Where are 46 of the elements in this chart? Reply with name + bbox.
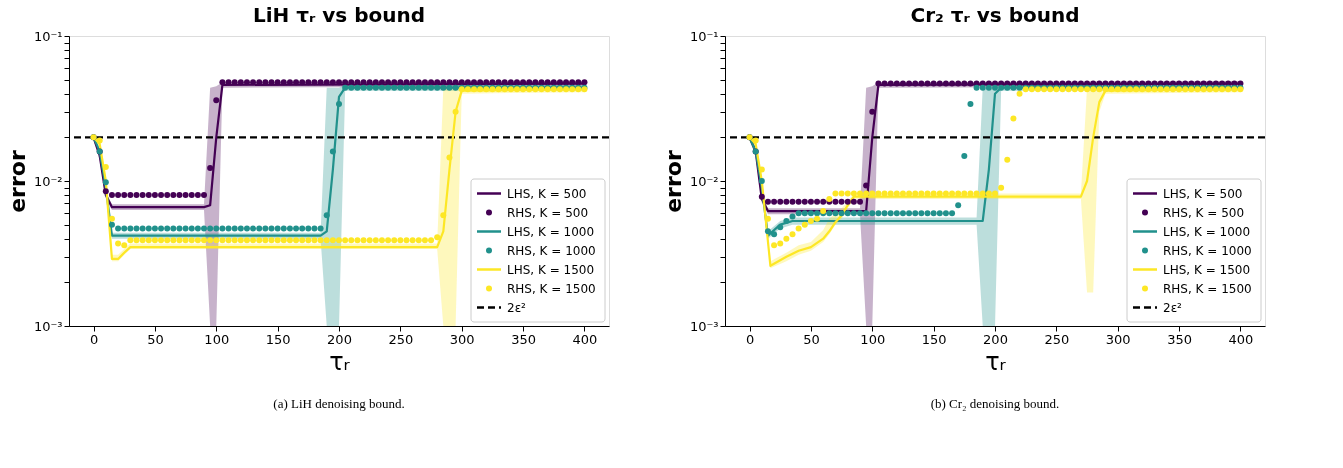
x-tick-label: 250 [388, 331, 414, 347]
legend-label: RHS, K = 1500 [1163, 281, 1252, 296]
y-tick-label: 10⁻³ [33, 318, 63, 334]
legend-label: LHS, K = 1500 [1163, 262, 1251, 277]
y-tick-label: 10⁻³ [689, 318, 719, 334]
legend-label: LHS, K = 500 [507, 186, 587, 201]
legend-label: 2ε² [507, 300, 527, 315]
legend-label: LHS, K = 500 [1163, 186, 1243, 201]
x-tick-label: 300 [449, 331, 475, 347]
legend-label: LHS, K = 1000 [1163, 224, 1251, 239]
x-tick-label: 200 [327, 331, 352, 347]
x-tick-label: 50 [803, 331, 820, 347]
legend-label: RHS, K = 1000 [507, 243, 596, 258]
x-tick-label: 100 [204, 331, 230, 347]
chart-title: LiH τᵣ vs bound [252, 3, 426, 27]
x-axis-title: τᵣ [985, 347, 1007, 376]
y-tick-label: 10⁻² [689, 173, 719, 189]
x-tick-label: 250 [1044, 331, 1070, 347]
legend-label: RHS, K = 500 [1163, 205, 1245, 220]
x-tick-label: 100 [860, 331, 886, 347]
x-tick-label: 400 [572, 331, 598, 347]
y-axis-title: error [660, 150, 686, 213]
legend-label: RHS, K = 1500 [507, 281, 596, 296]
x-tick-label: 300 [1105, 331, 1131, 347]
y-axis-title: error [4, 150, 30, 213]
x-tick-label: 150 [265, 331, 291, 347]
text: (a) LiH denoising bound. [273, 396, 405, 411]
legend-label: 2ε² [1163, 300, 1183, 315]
x-tick-label: 0 [745, 331, 755, 347]
x-tick-label: 350 [511, 331, 537, 347]
x-tick-label: 150 [921, 331, 947, 347]
legend-label: RHS, K = 1000 [1163, 243, 1252, 258]
y-tick-label: 10⁻² [33, 173, 63, 189]
y-tick-label: 10⁻¹ [33, 28, 63, 44]
x-tick-label: 350 [1167, 331, 1193, 347]
x-tick-label: 200 [983, 331, 1008, 347]
legend-label: RHS, K = 500 [507, 205, 589, 220]
x-tick-label: 400 [1228, 331, 1254, 347]
y-tick-label: 10⁻¹ [689, 28, 719, 44]
legend-label: LHS, K = 1500 [507, 262, 595, 277]
x-axis-title: τᵣ [329, 347, 351, 376]
x-tick-label: 0 [89, 331, 99, 347]
legend-label: LHS, K = 1000 [507, 224, 595, 239]
text: (b) Cr₂ denoising bound. [930, 396, 1060, 411]
x-tick-label: 50 [147, 331, 164, 347]
chart-title: Cr₂ τᵣ vs bound [910, 3, 1080, 27]
